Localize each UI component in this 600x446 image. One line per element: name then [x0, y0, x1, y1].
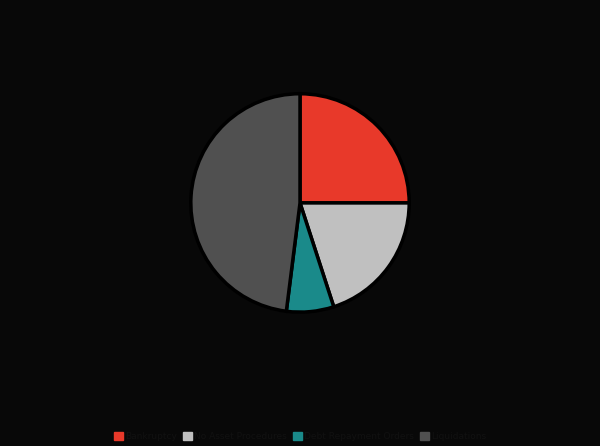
Wedge shape: [286, 203, 334, 312]
Wedge shape: [300, 94, 409, 203]
Wedge shape: [300, 203, 409, 307]
Legend: Bankruptcy, No Asset Procedures, Debt Repayment Orders, Liquidations: Bankruptcy, No Asset Procedures, Debt Re…: [110, 429, 490, 445]
Wedge shape: [191, 94, 300, 311]
